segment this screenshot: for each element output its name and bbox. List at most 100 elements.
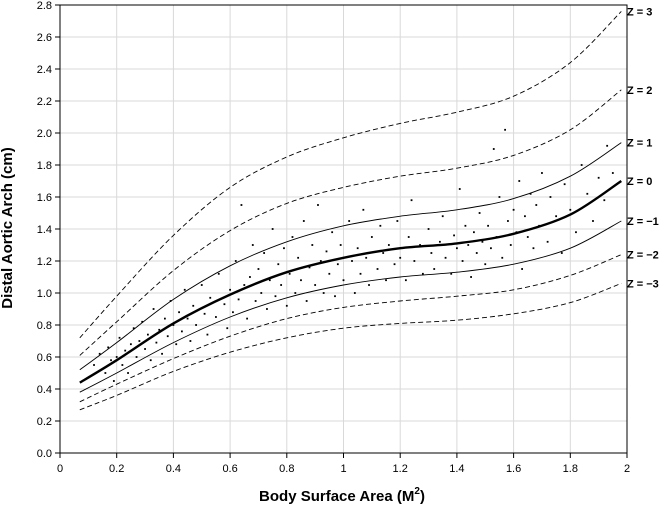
- x-axis-title-main: Body Surface Area (M: [259, 488, 414, 505]
- data-point: [166, 335, 169, 338]
- x-tick-label: 0: [57, 463, 63, 475]
- data-point: [141, 320, 144, 323]
- data-point: [146, 333, 149, 336]
- y-tick-label: 2.6: [37, 32, 52, 44]
- data-point: [427, 228, 430, 230]
- data-point: [229, 288, 231, 291]
- data-point: [138, 340, 141, 342]
- data-point: [112, 380, 115, 382]
- data-point: [158, 328, 161, 331]
- data-point: [586, 192, 589, 195]
- x-tick-label: 0.2: [109, 463, 124, 475]
- data-point: [407, 236, 410, 238]
- data-point: [288, 272, 291, 275]
- data-point: [169, 300, 172, 302]
- z-label-1: Z = 2: [627, 85, 652, 97]
- data-point: [560, 252, 563, 254]
- data-point: [246, 317, 249, 320]
- y-tick-label: 1.0: [37, 288, 52, 300]
- data-point: [104, 372, 107, 374]
- data-point: [266, 308, 268, 310]
- z-curve-4: [79, 220, 622, 393]
- data-point: [365, 256, 368, 259]
- data-point: [606, 144, 609, 147]
- data-point: [319, 260, 322, 262]
- data-point: [467, 244, 470, 246]
- data-point: [325, 250, 328, 253]
- y-tick-label: 1.8: [37, 160, 52, 172]
- data-point: [93, 364, 95, 366]
- z-label-2: Z = 1: [627, 138, 652, 150]
- x-axis: 0 0.2 0.4 0.6 0.8 1 1.2 1.4 1.6 1.8 2: [57, 453, 630, 475]
- data-point: [192, 304, 195, 307]
- data-point: [353, 292, 356, 294]
- x-tick-label: 1.2: [393, 463, 408, 475]
- data-point: [368, 284, 370, 286]
- data-point: [555, 215, 558, 218]
- y-tick-label: 0.0: [37, 448, 52, 460]
- data-point: [490, 247, 492, 250]
- data-point: [461, 260, 464, 262]
- data-point: [257, 268, 260, 270]
- data-point: [110, 359, 112, 362]
- data-point: [215, 316, 217, 318]
- data-point: [271, 228, 274, 230]
- data-point: [351, 260, 353, 262]
- x-tick-label: 1: [340, 463, 346, 475]
- data-point: [314, 284, 317, 286]
- data-point: [129, 343, 132, 346]
- data-point: [507, 220, 509, 222]
- data-point: [512, 208, 515, 211]
- data-point: [362, 208, 365, 211]
- z-score-curves: [79, 11, 622, 411]
- z-curve-0: [79, 11, 622, 339]
- data-point: [404, 279, 407, 282]
- data-point: [183, 288, 186, 291]
- data-point: [268, 279, 271, 282]
- data-point: [387, 244, 390, 246]
- data-point: [450, 272, 453, 275]
- x-axis-title-superscript: 2: [414, 486, 420, 497]
- data-point: [515, 231, 518, 234]
- y-tick-label: 1.4: [37, 224, 52, 236]
- y-tick-label: 2.0: [37, 128, 52, 140]
- y-tick-label: 0.4: [37, 384, 52, 396]
- data-point: [317, 204, 319, 206]
- data-point: [498, 196, 501, 198]
- data-point: [178, 311, 180, 314]
- data-point: [348, 220, 351, 222]
- z-labels: Z = 3 Z = 2 Z = 1 Z = 0 Z = −1 Z = −2 Z = −3: [627, 6, 659, 290]
- data-point: [232, 311, 234, 314]
- data-point: [336, 263, 339, 266]
- z-label-3: Z = 0: [627, 176, 652, 188]
- x-axis-title: Body Surface Area (M2): [259, 486, 425, 505]
- data-point: [473, 231, 475, 234]
- data-point: [172, 324, 175, 326]
- data-point: [240, 204, 243, 206]
- data-point: [195, 324, 197, 326]
- x-tick-label: 1.4: [449, 463, 464, 475]
- data-point: [575, 231, 577, 234]
- data-point: [127, 372, 129, 374]
- data-point: [478, 212, 481, 214]
- data-point: [458, 188, 461, 190]
- data-point: [237, 298, 240, 301]
- data-point: [249, 276, 251, 278]
- data-point: [430, 252, 433, 254]
- data-point: [421, 272, 424, 275]
- data-point: [277, 263, 280, 266]
- data-point: [475, 252, 478, 254]
- data-point: [291, 236, 294, 238]
- data-point: [226, 327, 229, 330]
- scatter-points: [93, 128, 614, 382]
- data-point: [209, 296, 212, 299]
- data-point: [234, 260, 237, 262]
- data-point: [121, 364, 124, 366]
- data-point: [186, 317, 189, 320]
- data-point: [300, 279, 302, 282]
- z-curve-5: [79, 254, 622, 403]
- data-point: [260, 292, 263, 294]
- data-point: [283, 247, 285, 250]
- x-tick-label: 0.6: [222, 463, 237, 475]
